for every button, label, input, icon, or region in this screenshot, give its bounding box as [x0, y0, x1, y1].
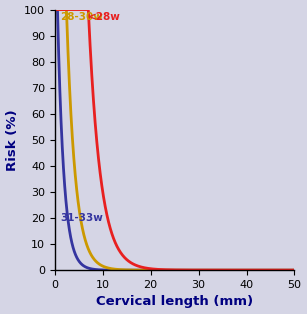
Text: 31-33w: 31-33w	[60, 213, 103, 223]
Text: <28w: <28w	[87, 12, 120, 22]
X-axis label: Cervical length (mm): Cervical length (mm)	[96, 295, 253, 308]
Text: 28-30w: 28-30w	[60, 12, 103, 22]
Y-axis label: Risk (%): Risk (%)	[6, 109, 18, 171]
